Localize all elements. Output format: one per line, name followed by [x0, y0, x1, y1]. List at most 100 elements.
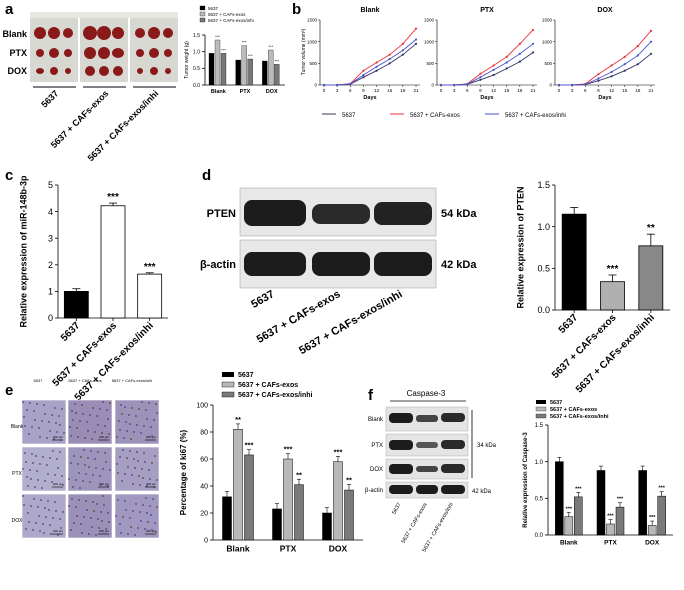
- y-tick-label: 1: [48, 287, 53, 297]
- ihc-col-label: 5637 + CAFs-exos/inhi: [112, 378, 153, 383]
- data-point: [649, 52, 653, 55]
- stained-nucleus: [88, 466, 90, 468]
- stained-nucleus: [44, 480, 46, 482]
- stained-nucleus: [96, 503, 98, 505]
- tumors: [34, 26, 173, 76]
- stained-nucleus: [154, 455, 156, 457]
- stained-nucleus: [137, 460, 139, 462]
- stained-nucleus: [56, 431, 58, 433]
- data-point: [623, 55, 626, 58]
- stained-nucleus: [57, 534, 59, 536]
- panel-c: c 0 1 2 3 4 5 Relative expression of miR-148b-…: [5, 167, 168, 403]
- stained-nucleus: [73, 455, 75, 457]
- stained-nucleus: [139, 511, 141, 513]
- stained-nucleus: [74, 403, 76, 405]
- blot-band: [389, 440, 413, 450]
- data-point: [375, 61, 378, 64]
- photo-row-label: DOX: [7, 66, 27, 76]
- stained-nucleus: [122, 449, 124, 451]
- stained-nucleus: [156, 479, 158, 481]
- scale-bar-label: 200 μm: [53, 529, 64, 533]
- stained-nucleus: [109, 469, 111, 471]
- data-point: [649, 40, 653, 43]
- x-tick-label: 18: [635, 88, 641, 93]
- significance-label: ***: [144, 262, 156, 273]
- ki67-legend: 5637 5637 + CAFs-exos 5637 + CAFs-exos/i…: [221, 372, 313, 399]
- scale-bar-label: 200 μm: [146, 482, 157, 486]
- stained-nucleus: [39, 436, 41, 438]
- bar: [233, 429, 243, 541]
- bar: [615, 506, 625, 536]
- stained-nucleus: [130, 438, 132, 440]
- stained-nucleus: [49, 430, 51, 432]
- stained-nucleus: [107, 512, 109, 514]
- stained-nucleus: [68, 478, 70, 480]
- stained-nucleus: [54, 474, 56, 476]
- data-point: [375, 69, 378, 72]
- pten-expression-chart: 0.0 0.5 1.0 1.5 Relative expression of PTEN 5…: [516, 180, 670, 395]
- stained-nucleus: [54, 407, 56, 409]
- x-tick-label: 3: [453, 88, 456, 93]
- data-point: [610, 75, 613, 78]
- y-tick-label: 1.0: [535, 460, 544, 466]
- stained-nucleus: [82, 413, 84, 415]
- stained-nucleus: [23, 416, 25, 418]
- stained-nucleus: [54, 501, 56, 503]
- stained-nucleus: [33, 410, 35, 412]
- panel-c-letter: c: [5, 167, 13, 184]
- lane-label: 5637 + CAFs-exos/inhi: [422, 502, 455, 553]
- stained-nucleus: [151, 529, 153, 531]
- data-point: [388, 57, 391, 61]
- data-point: [571, 83, 574, 87]
- stained-nucleus: [126, 430, 128, 432]
- stained-nucleus: [129, 423, 131, 425]
- stained-nucleus: [121, 413, 123, 415]
- tumor-volume-chart-ptx: PTX 0 500 1000 1500 0 3 6 9 12 15 18 21 Days: [424, 7, 537, 101]
- stained-nucleus: [147, 521, 149, 523]
- x-tick-label: 21: [413, 88, 419, 93]
- y-tick-label: 80: [200, 429, 208, 436]
- data-point: [597, 73, 600, 76]
- stained-nucleus: [34, 486, 36, 488]
- stained-nucleus: [117, 472, 119, 474]
- stained-nucleus: [142, 477, 144, 479]
- stained-nucleus: [42, 523, 44, 525]
- panel-f: f Caspase-3 Blank PTX DOX β-actin 34 kDa: [365, 387, 673, 553]
- legend-swatch: [221, 391, 235, 398]
- stained-nucleus: [35, 522, 37, 524]
- significance-label: ***: [248, 53, 253, 58]
- legend-label: 5637 + CAFs-exos: [410, 113, 460, 119]
- stained-nucleus: [29, 402, 31, 404]
- stained-nucleus: [78, 472, 80, 474]
- x-tick-label: 9: [362, 88, 365, 93]
- stained-nucleus: [90, 450, 92, 452]
- blot-band: [416, 415, 438, 422]
- legend-label: 5637 + CAFs-exos: [550, 407, 597, 413]
- x-tick-label: 5637: [59, 320, 83, 344]
- x-tick-label: 6: [584, 88, 587, 93]
- stained-nucleus: [58, 415, 60, 417]
- data-point: [349, 82, 352, 86]
- mir-148b-chart: 0 1 2 3 4 5 Relative expression of miR-148b-3p…: [19, 175, 168, 403]
- stained-nucleus: [30, 505, 32, 507]
- x-tick-label: Blank: [560, 540, 578, 547]
- stained-nucleus: [29, 469, 31, 471]
- x-axis-label: Days: [480, 95, 493, 101]
- significance-label: ***: [566, 506, 573, 512]
- kda-label: 42 kDa: [441, 259, 477, 271]
- stained-nucleus: [39, 463, 41, 465]
- stained-nucleus: [123, 437, 125, 439]
- bar: [247, 58, 253, 86]
- stained-nucleus: [146, 512, 148, 514]
- y-tick-label: 4: [48, 207, 53, 217]
- stained-nucleus: [101, 432, 103, 434]
- series-line: [441, 43, 534, 86]
- stained-nucleus: [101, 520, 103, 522]
- stained-nucleus: [119, 456, 121, 458]
- stained-nucleus: [150, 514, 152, 516]
- stained-nucleus: [148, 469, 150, 471]
- x-tick-label: 9: [597, 88, 600, 93]
- stained-nucleus: [75, 506, 77, 508]
- significance-label: ***: [107, 192, 119, 203]
- x-tick-label: 3: [336, 88, 339, 93]
